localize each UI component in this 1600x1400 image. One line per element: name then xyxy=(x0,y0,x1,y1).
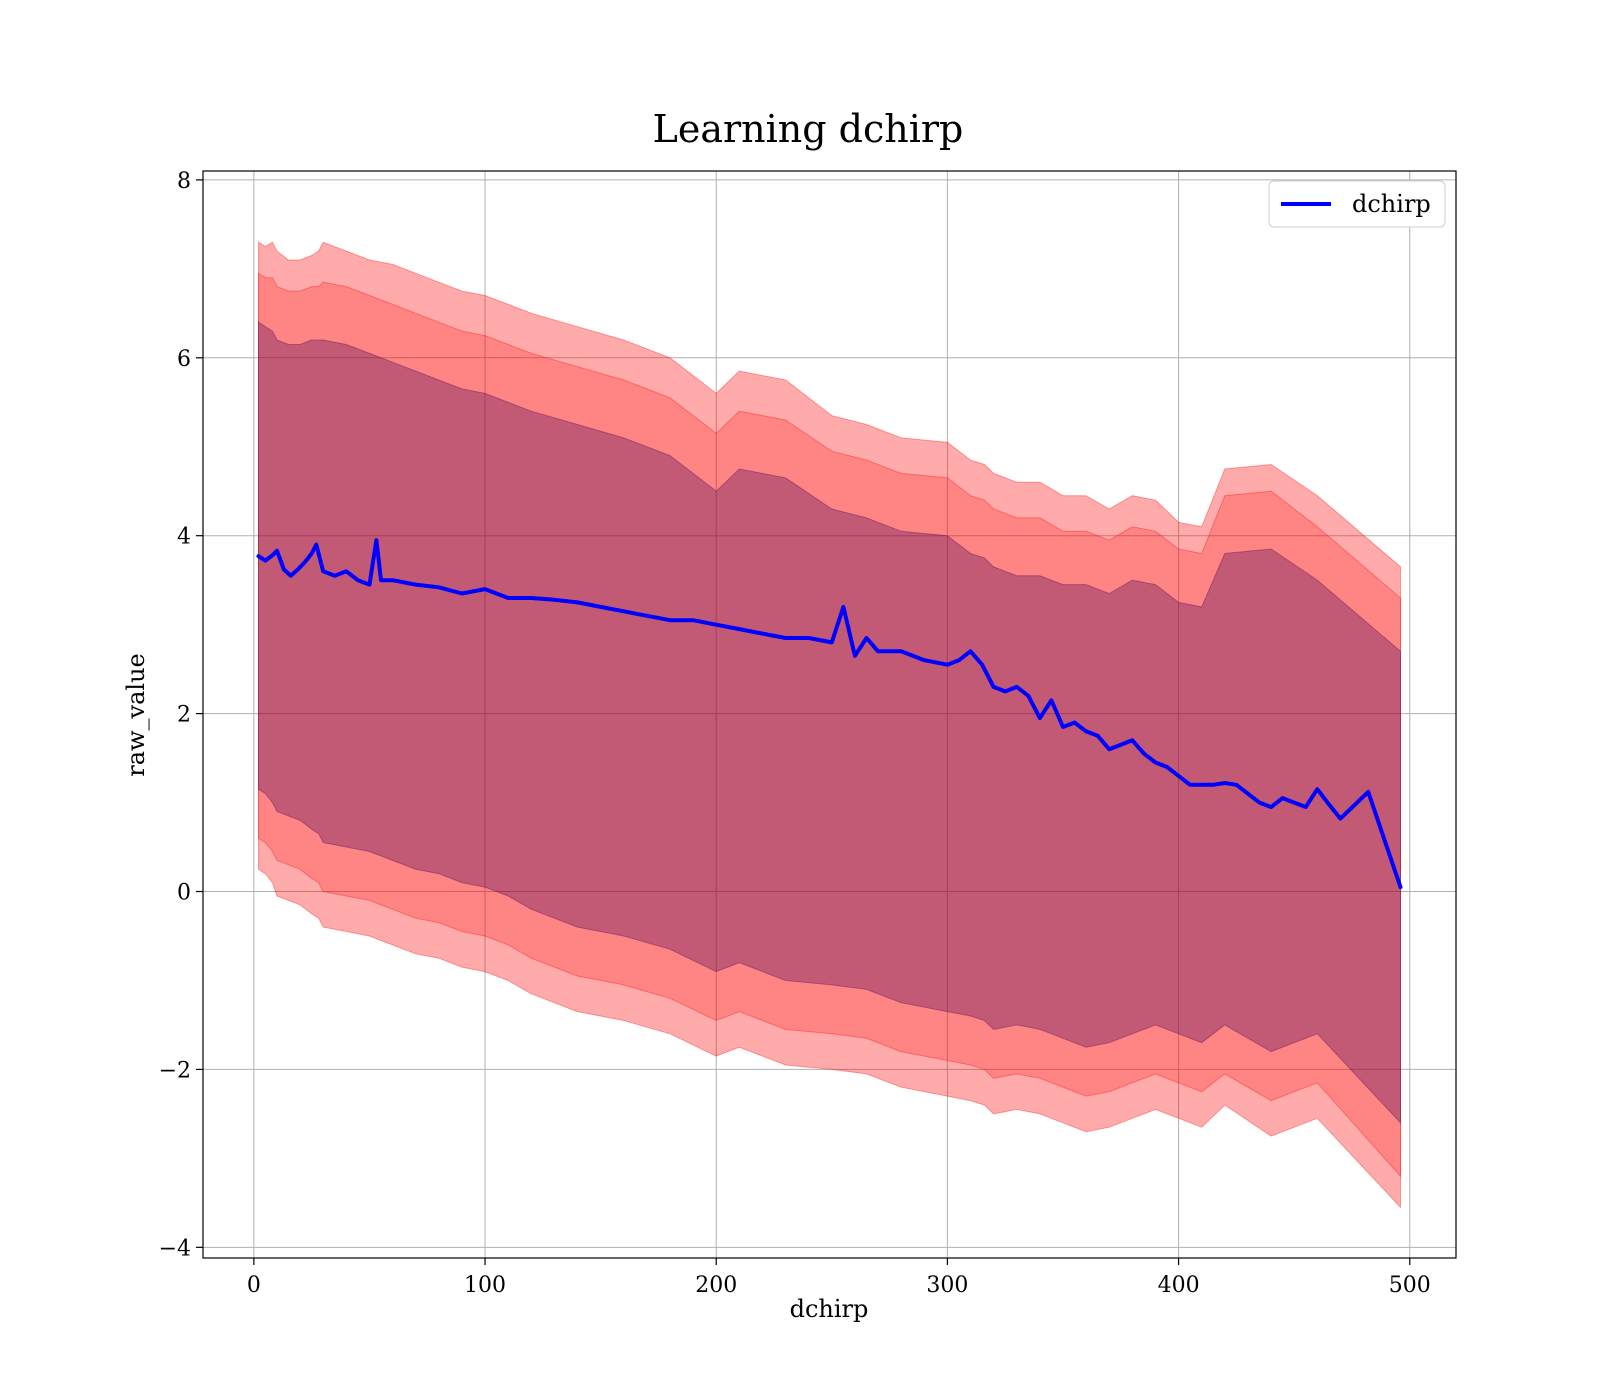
band-2 xyxy=(258,272,1401,1178)
legend-box xyxy=(1268,180,1446,228)
x-tick-label: 500 xyxy=(1389,1273,1431,1298)
band-1 xyxy=(258,241,1401,1209)
x-axis-label: dchirp xyxy=(790,1295,869,1323)
legend-label-dchirp: dchirp xyxy=(1352,190,1431,218)
y-tick-label: 8 xyxy=(177,169,191,194)
confidence-bands xyxy=(258,241,1401,1209)
x-tick-label: 300 xyxy=(926,1273,968,1298)
legend: dchirp xyxy=(1268,180,1446,228)
axis-ticks: 0 100 200 300 400 500 −4 −2 0 2 4 6 8 xyxy=(159,169,1431,1298)
series-line-dchirp xyxy=(256,538,1403,890)
y-tick-label: −2 xyxy=(159,1058,191,1083)
band-3 xyxy=(258,321,1401,1125)
plot-frame xyxy=(202,170,1457,1259)
y-axis-label: raw_value xyxy=(122,653,150,777)
y-tick-label: 4 xyxy=(177,525,191,550)
grid xyxy=(203,171,1456,1258)
chart-title: Learning dchirp xyxy=(653,107,964,151)
y-tick-label: 6 xyxy=(177,347,191,372)
x-tick-label: 200 xyxy=(695,1273,737,1298)
series-lines xyxy=(256,538,1403,890)
y-tick-label: 2 xyxy=(177,703,191,728)
x-tick-label: 100 xyxy=(464,1273,506,1298)
x-tick-label: 400 xyxy=(1158,1273,1200,1298)
x-tick-label: 0 xyxy=(247,1273,261,1298)
y-tick-label: 0 xyxy=(177,881,191,906)
y-tick-label: −4 xyxy=(159,1236,191,1261)
